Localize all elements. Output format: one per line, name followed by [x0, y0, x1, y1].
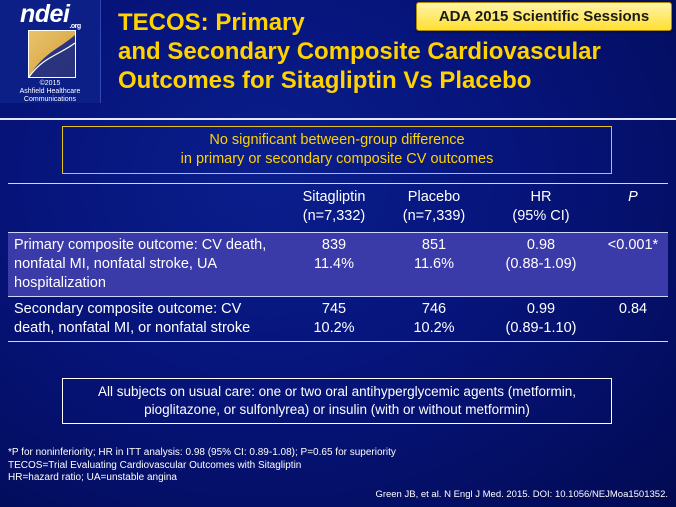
table-row-primary: Primary composite outcome: CV death, non… — [8, 232, 668, 297]
conference-badge: ADA 2015 Scientific Sessions — [416, 2, 672, 31]
logo-wordmark: ndei.org — [20, 0, 81, 30]
primary-outcome-label: Primary composite outcome: CV death, non… — [14, 237, 267, 291]
header-placebo: Placebo (n=7,339) — [402, 189, 466, 224]
secondary-sitagliptin-cell: 745 10.2% — [313, 301, 355, 336]
citation: Green JB, et al. N Engl J Med. 2015. DOI… — [375, 489, 668, 500]
secondary-hr-cell: 0.99 (0.89-1.10) — [505, 301, 577, 336]
header-outcome — [8, 184, 284, 233]
slide-title: TECOS: Primary and Secondary Composite C… — [118, 8, 668, 95]
usual-care-line-1: All subjects on usual care: one or two o… — [98, 384, 576, 399]
primary-placebo-cell: 851 11.6% — [413, 237, 455, 272]
key-finding-line-1: No significant between-group difference — [209, 132, 465, 148]
title-line-2: and Secondary Composite Cardiovascular — [118, 38, 601, 65]
usual-care-line-2: pioglitazone, or sulfonlyrea) or insulin… — [144, 402, 530, 417]
secondary-p-cell: 0.84 — [618, 301, 648, 317]
footnotes: *P for noninferiority; HR in ITT analysi… — [8, 447, 396, 485]
header-hr: HR (95% CI) — [512, 189, 570, 224]
secondary-outcome-label: Secondary composite outcome: CV death, n… — [14, 301, 251, 336]
logo-company: Ashfield Healthcare — [19, 88, 81, 95]
footnote-3: HR=hazard ratio; UA=unstable angina — [8, 472, 177, 483]
footnote-2: TECOS=Trial Evaluating Cardiovascular Ou… — [8, 459, 302, 471]
table-header-row: Sitagliptin (n=7,332) Placebo (n=7,339) HR… — [8, 183, 668, 233]
header-p-value: P — [628, 189, 638, 205]
table-row-secondary: Secondary composite outcome: CV death, n… — [8, 297, 668, 342]
header-divider — [0, 118, 676, 120]
ndei-logo: ndei.org ©2015 Ashfield Healthcare Commu… — [0, 0, 101, 103]
key-finding-line-2: in primary or secondary composite CV out… — [180, 151, 494, 167]
key-finding-box: No significant between-group difference … — [62, 126, 612, 174]
title-line-3: Outcomes for Sitagliptin Vs Placebo — [118, 67, 532, 94]
logo-emblem-icon — [28, 30, 76, 78]
footnote-1: *P for noninferiority; HR in ITT analysi… — [8, 447, 396, 458]
outcomes-table: Sitagliptin (n=7,332) Placebo (n=7,339) HR… — [8, 183, 668, 342]
title-line-1: TECOS: Primary — [118, 9, 305, 36]
header-sitagliptin: Sitagliptin (n=7,332) — [302, 189, 366, 224]
primary-sitagliptin-cell: 839 11.4% — [313, 237, 355, 272]
primary-p-cell: <0.001* — [607, 237, 659, 253]
secondary-placebo-cell: 746 10.2% — [413, 301, 455, 336]
logo-company-line2: Communications — [23, 96, 77, 103]
usual-care-box: All subjects on usual care: one or two o… — [62, 378, 612, 424]
logo-copyright: ©2015 — [39, 80, 61, 87]
primary-hr-cell: 0.98 (0.88-1.09) — [505, 237, 577, 272]
